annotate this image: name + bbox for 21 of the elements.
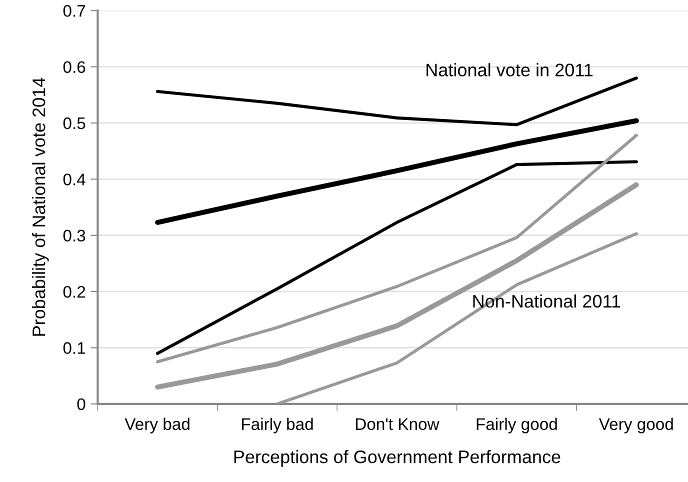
y-tick-label: 0.3 [63,230,86,242]
x-tick-label: Fairly good [476,418,557,434]
line-series [276,232,638,404]
y-tick-label: 0.5 [63,117,86,130]
x-axis-title: Perceptions of Government Performance [234,450,560,467]
x-tick-label: Very bad [124,418,190,434]
annotation: Non-National 2011 [473,294,620,308]
line-series [156,134,638,364]
x-tick-label: Don't Know [356,418,440,430]
y-tick-label: 0.1 [63,342,86,354]
y-axis-title: Probability of National vote 2014 [32,78,49,336]
line-series [156,76,638,126]
y-tick-label: 0.7 [63,5,86,17]
x-tick-label: Fairly bad [242,418,313,434]
y-tick-label: 0.4 [63,174,86,186]
x-tick-label: Very good [598,418,673,434]
y-tick-label: 0.2 [63,286,86,298]
line-series [156,160,638,355]
annotation: National vote in 2011 [426,63,593,76]
y-tick-label: 0.6 [63,61,86,73]
y-tick-label: 0 [77,398,86,410]
